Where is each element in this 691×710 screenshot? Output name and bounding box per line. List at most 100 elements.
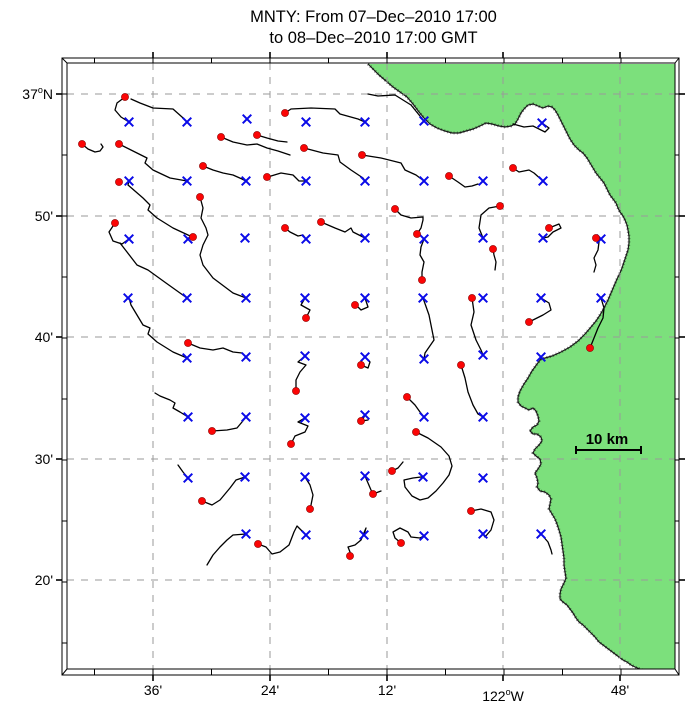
trajectory-path bbox=[419, 238, 425, 281]
x-tick-label: 24' bbox=[261, 682, 279, 698]
frame-corner-bevel bbox=[674, 668, 680, 676]
grid-cross-marker bbox=[477, 472, 489, 484]
grid-cross-marker bbox=[240, 528, 252, 540]
end-dot-marker bbox=[357, 361, 365, 369]
grid-cross-marker bbox=[418, 353, 430, 365]
trajectory-path bbox=[470, 297, 484, 356]
grid-cross-marker bbox=[535, 351, 547, 363]
title-line-2: to 08–Dec–2010 17:00 GMT bbox=[269, 29, 477, 47]
trajectory-path bbox=[257, 525, 307, 555]
trajectory-path bbox=[300, 297, 311, 319]
grid-cross-marker bbox=[239, 471, 251, 483]
grid-cross-marker bbox=[299, 412, 311, 424]
trajectory-path bbox=[284, 107, 366, 123]
end-dot-marker bbox=[306, 505, 314, 513]
grid-crosses bbox=[122, 113, 607, 542]
trajectory-path bbox=[81, 143, 104, 153]
grid-cross-marker bbox=[181, 116, 193, 128]
grid-cross-marker bbox=[595, 292, 607, 304]
title-line-1: MNTY: From 07–Dec–2010 17:00 bbox=[250, 8, 497, 26]
x-tick-label: 12' bbox=[378, 682, 396, 698]
trajectory-path bbox=[211, 416, 247, 432]
trajectory-path bbox=[220, 136, 291, 156]
y-tick-label: 40' bbox=[35, 329, 53, 345]
frame-outer bbox=[61, 57, 680, 676]
frame-corner-bevel bbox=[674, 57, 680, 64]
grid-cross-marker bbox=[477, 175, 489, 187]
trajectory-path bbox=[394, 208, 424, 235]
end-dot-marker bbox=[115, 178, 123, 186]
end-dot-marker bbox=[317, 218, 325, 226]
grid-cross-marker bbox=[477, 292, 489, 304]
end-dot-marker bbox=[489, 245, 497, 253]
trajectory-path bbox=[266, 172, 307, 182]
end-dot-marker bbox=[545, 224, 553, 232]
trajectory-path bbox=[201, 476, 246, 506]
grid-cross-marker bbox=[359, 470, 371, 482]
end-dot-marker bbox=[351, 301, 359, 309]
end-dots bbox=[78, 93, 600, 560]
grid-cross-marker bbox=[181, 292, 193, 304]
grid-cross-marker bbox=[240, 351, 252, 363]
end-dot-marker bbox=[184, 339, 192, 347]
y-tick-label: 50' bbox=[35, 208, 53, 224]
y-tick-label: 20' bbox=[35, 572, 53, 588]
grid-cross-marker bbox=[418, 530, 430, 542]
end-dot-marker bbox=[199, 162, 207, 170]
y-tick-label: 30' bbox=[35, 451, 53, 467]
trajectory-path bbox=[127, 180, 194, 238]
x-tick-label: 48' bbox=[611, 682, 629, 698]
grid-cross-marker bbox=[300, 116, 312, 128]
end-dot-marker bbox=[358, 151, 366, 159]
grid-cross-marker bbox=[123, 116, 135, 128]
trajectory-path bbox=[320, 221, 366, 239]
grid-cross-marker bbox=[181, 352, 193, 364]
trajectory-path bbox=[114, 96, 130, 123]
trajectory-path bbox=[361, 154, 425, 182]
trajectory-path bbox=[367, 93, 425, 122]
grid-cross-marker bbox=[359, 232, 371, 244]
grid-cross-marker bbox=[240, 175, 252, 187]
end-dot-marker bbox=[586, 344, 594, 352]
grid-cross-marker bbox=[123, 233, 135, 245]
map-frame bbox=[56, 52, 685, 681]
end-dot-marker bbox=[346, 552, 354, 560]
grid-cross-marker bbox=[359, 175, 371, 187]
grid-cross-marker bbox=[300, 233, 312, 245]
end-dot-marker bbox=[467, 507, 475, 515]
end-dot-marker bbox=[397, 539, 405, 547]
end-dot-marker bbox=[412, 428, 420, 436]
end-dot-marker bbox=[468, 294, 476, 302]
grid-cross-marker bbox=[477, 528, 489, 540]
end-dot-marker bbox=[121, 93, 129, 101]
trajectory-path bbox=[202, 165, 247, 182]
trajectory-path bbox=[392, 527, 425, 544]
end-dot-marker bbox=[445, 172, 453, 180]
grid-cross-marker bbox=[358, 529, 370, 541]
trajectory-path bbox=[154, 392, 189, 418]
end-dot-marker bbox=[111, 219, 119, 227]
x-tick-label: 36' bbox=[144, 682, 162, 698]
trajectory-path bbox=[403, 431, 453, 501]
end-dot-marker bbox=[208, 427, 216, 435]
end-dot-marker bbox=[78, 140, 86, 148]
graticule bbox=[67, 63, 675, 669]
trajectory-path bbox=[206, 533, 247, 566]
grid-cross-marker bbox=[477, 232, 489, 244]
end-dot-marker bbox=[115, 140, 123, 148]
grid-cross-marker bbox=[535, 528, 547, 540]
coastline bbox=[367, 63, 642, 669]
grid-cross-marker bbox=[477, 411, 489, 423]
end-dot-marker bbox=[357, 417, 365, 425]
grid-cross-marker bbox=[181, 175, 193, 187]
grid-cross-marker bbox=[536, 117, 548, 129]
grid-cross-marker bbox=[418, 175, 430, 187]
trajectory-path bbox=[528, 297, 552, 323]
grid-cross-marker bbox=[477, 349, 489, 361]
scale-bar-label: 10 km bbox=[586, 431, 629, 448]
frame-corner-bevel bbox=[61, 668, 68, 676]
grid-cross-marker bbox=[240, 411, 252, 423]
end-dot-marker bbox=[413, 230, 421, 238]
